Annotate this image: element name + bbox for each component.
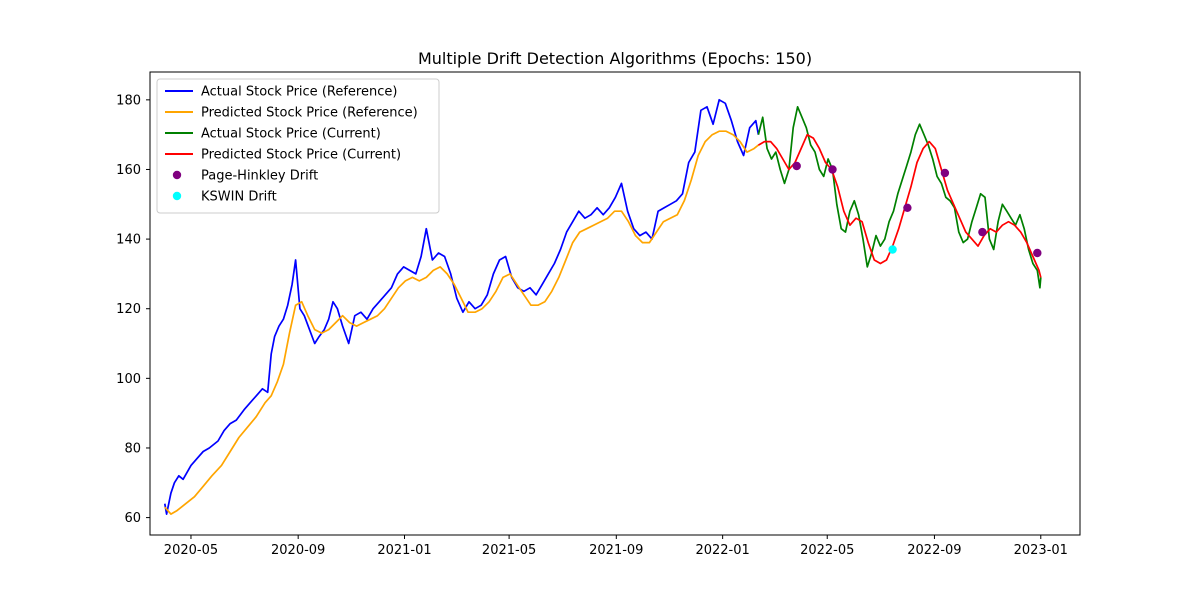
drift-point-page-hinkley-drift-5 xyxy=(978,227,987,237)
series-line-actual-stock-price-current xyxy=(757,105,1042,289)
series-line-predicted-stock-price-reference xyxy=(164,130,759,515)
legend-label: Page-Hinkley Drift xyxy=(201,169,318,184)
legend-label: Actual Stock Price (Current) xyxy=(201,127,381,142)
legend-label: KSWIN Drift xyxy=(201,190,277,205)
drift-point-page-hinkley-drift-3 xyxy=(903,203,912,212)
legend-label: Predicted Stock Price (Reference) xyxy=(201,106,418,121)
y-tick-label: 160 xyxy=(116,163,141,178)
y-tick-label: 60 xyxy=(124,511,141,526)
drift-point-kswin-drift-1 xyxy=(888,245,897,254)
y-tick-label: 100 xyxy=(116,372,141,387)
legend-marker xyxy=(172,191,182,201)
x-tick-label: 2021-05 xyxy=(482,543,536,558)
chart-title: Multiple Drift Detection Algorithms (Epo… xyxy=(418,49,812,68)
y-tick-label: 80 xyxy=(124,441,141,456)
y-tick-label: 140 xyxy=(116,233,141,248)
y-tick-label: 180 xyxy=(116,93,141,108)
axes: 2020-05 2020-09 2021-01 2021-05 2021-09 2022-… xyxy=(116,71,1081,558)
drift-point-page-hinkley-drift-6 xyxy=(1033,248,1042,258)
plot-area xyxy=(163,98,1042,515)
legend: Actual Stock Price (Reference) Predicted … xyxy=(156,78,440,214)
series-line-predicted-stock-price-current xyxy=(757,133,1042,278)
x-tick-label: 2020-09 xyxy=(271,543,325,558)
legend-label: Actual Stock Price (Reference) xyxy=(201,85,397,100)
x-tick-label: 2022-01 xyxy=(695,543,749,558)
x-tick-label: 2021-09 xyxy=(589,543,643,558)
x-tick-label: 2022-09 xyxy=(907,543,961,558)
legend-label: Predicted Stock Price (Current) xyxy=(201,148,401,163)
x-tick-label: 2021-01 xyxy=(377,543,431,558)
drift-point-page-hinkley-drift-4 xyxy=(940,168,950,178)
legend-box xyxy=(156,78,440,214)
drift-point-page-hinkley-drift-1 xyxy=(792,161,801,171)
series-line-actual-stock-price-reference xyxy=(163,98,760,515)
y-tick-label: 120 xyxy=(116,302,141,317)
drift-point-page-hinkley-drift-2 xyxy=(828,165,837,174)
legend-marker xyxy=(172,170,182,180)
x-tick-label: 2023-01 xyxy=(1014,543,1068,558)
x-tick-label: 2020-05 xyxy=(164,543,218,558)
x-tick-label: 2022-05 xyxy=(800,543,854,558)
axes-frame xyxy=(149,71,1081,536)
